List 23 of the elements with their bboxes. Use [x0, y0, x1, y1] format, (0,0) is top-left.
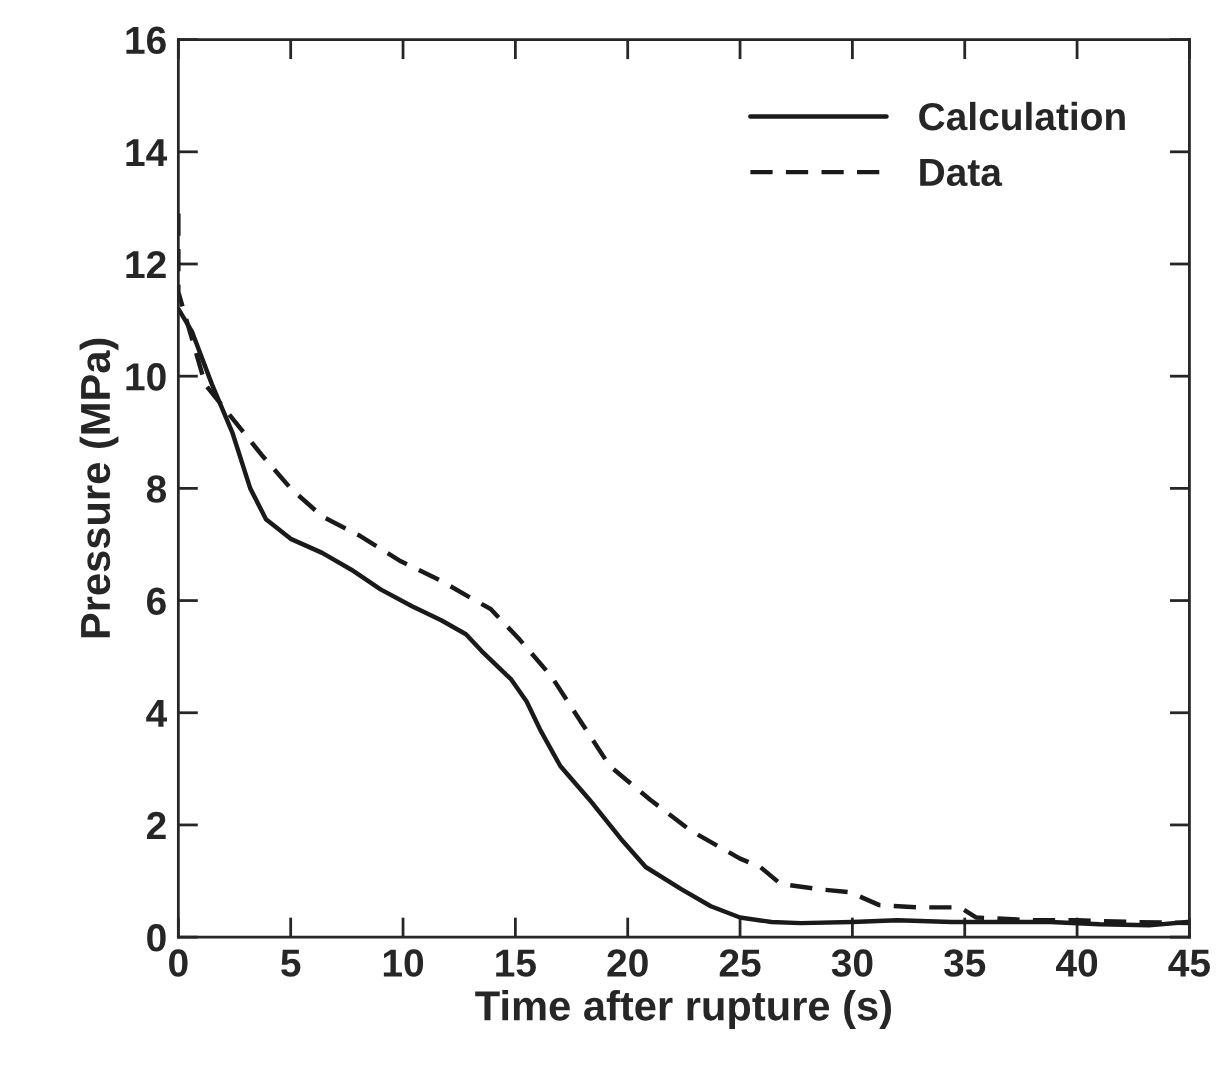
y-tick-label: 10: [126, 363, 166, 391]
x-axis-title: Time after rupture (s): [475, 990, 891, 1029]
legend-label: Calculation: [919, 101, 1125, 131]
x-tick-label: 30: [831, 949, 873, 977]
y-tick-label: 14: [126, 139, 168, 166]
x-tick-label: 20: [607, 949, 648, 977]
y-tick-label: 0: [147, 924, 166, 952]
x-tick-label: 40: [1056, 949, 1098, 977]
y-axis-title: Pressure (MPa): [79, 338, 119, 638]
x-tick-label: 45: [1168, 949, 1210, 977]
y-tick-label: 16: [126, 26, 166, 55]
x-tick-label: 5: [281, 949, 301, 977]
y-tick-label: 12: [126, 250, 166, 279]
y-tick-label: 2: [146, 811, 166, 840]
x-tick-label: 15: [496, 949, 536, 977]
x-tick-label: 35: [944, 949, 986, 977]
y-tick-label: 4: [146, 700, 168, 727]
y-tick-label: 6: [147, 587, 166, 616]
x-tick-label: 10: [383, 949, 424, 977]
x-tick-label: 0: [169, 949, 188, 977]
legend-label: Data: [920, 158, 1003, 187]
x-tick-label: 25: [719, 949, 761, 977]
y-tick-label: 8: [146, 475, 167, 503]
